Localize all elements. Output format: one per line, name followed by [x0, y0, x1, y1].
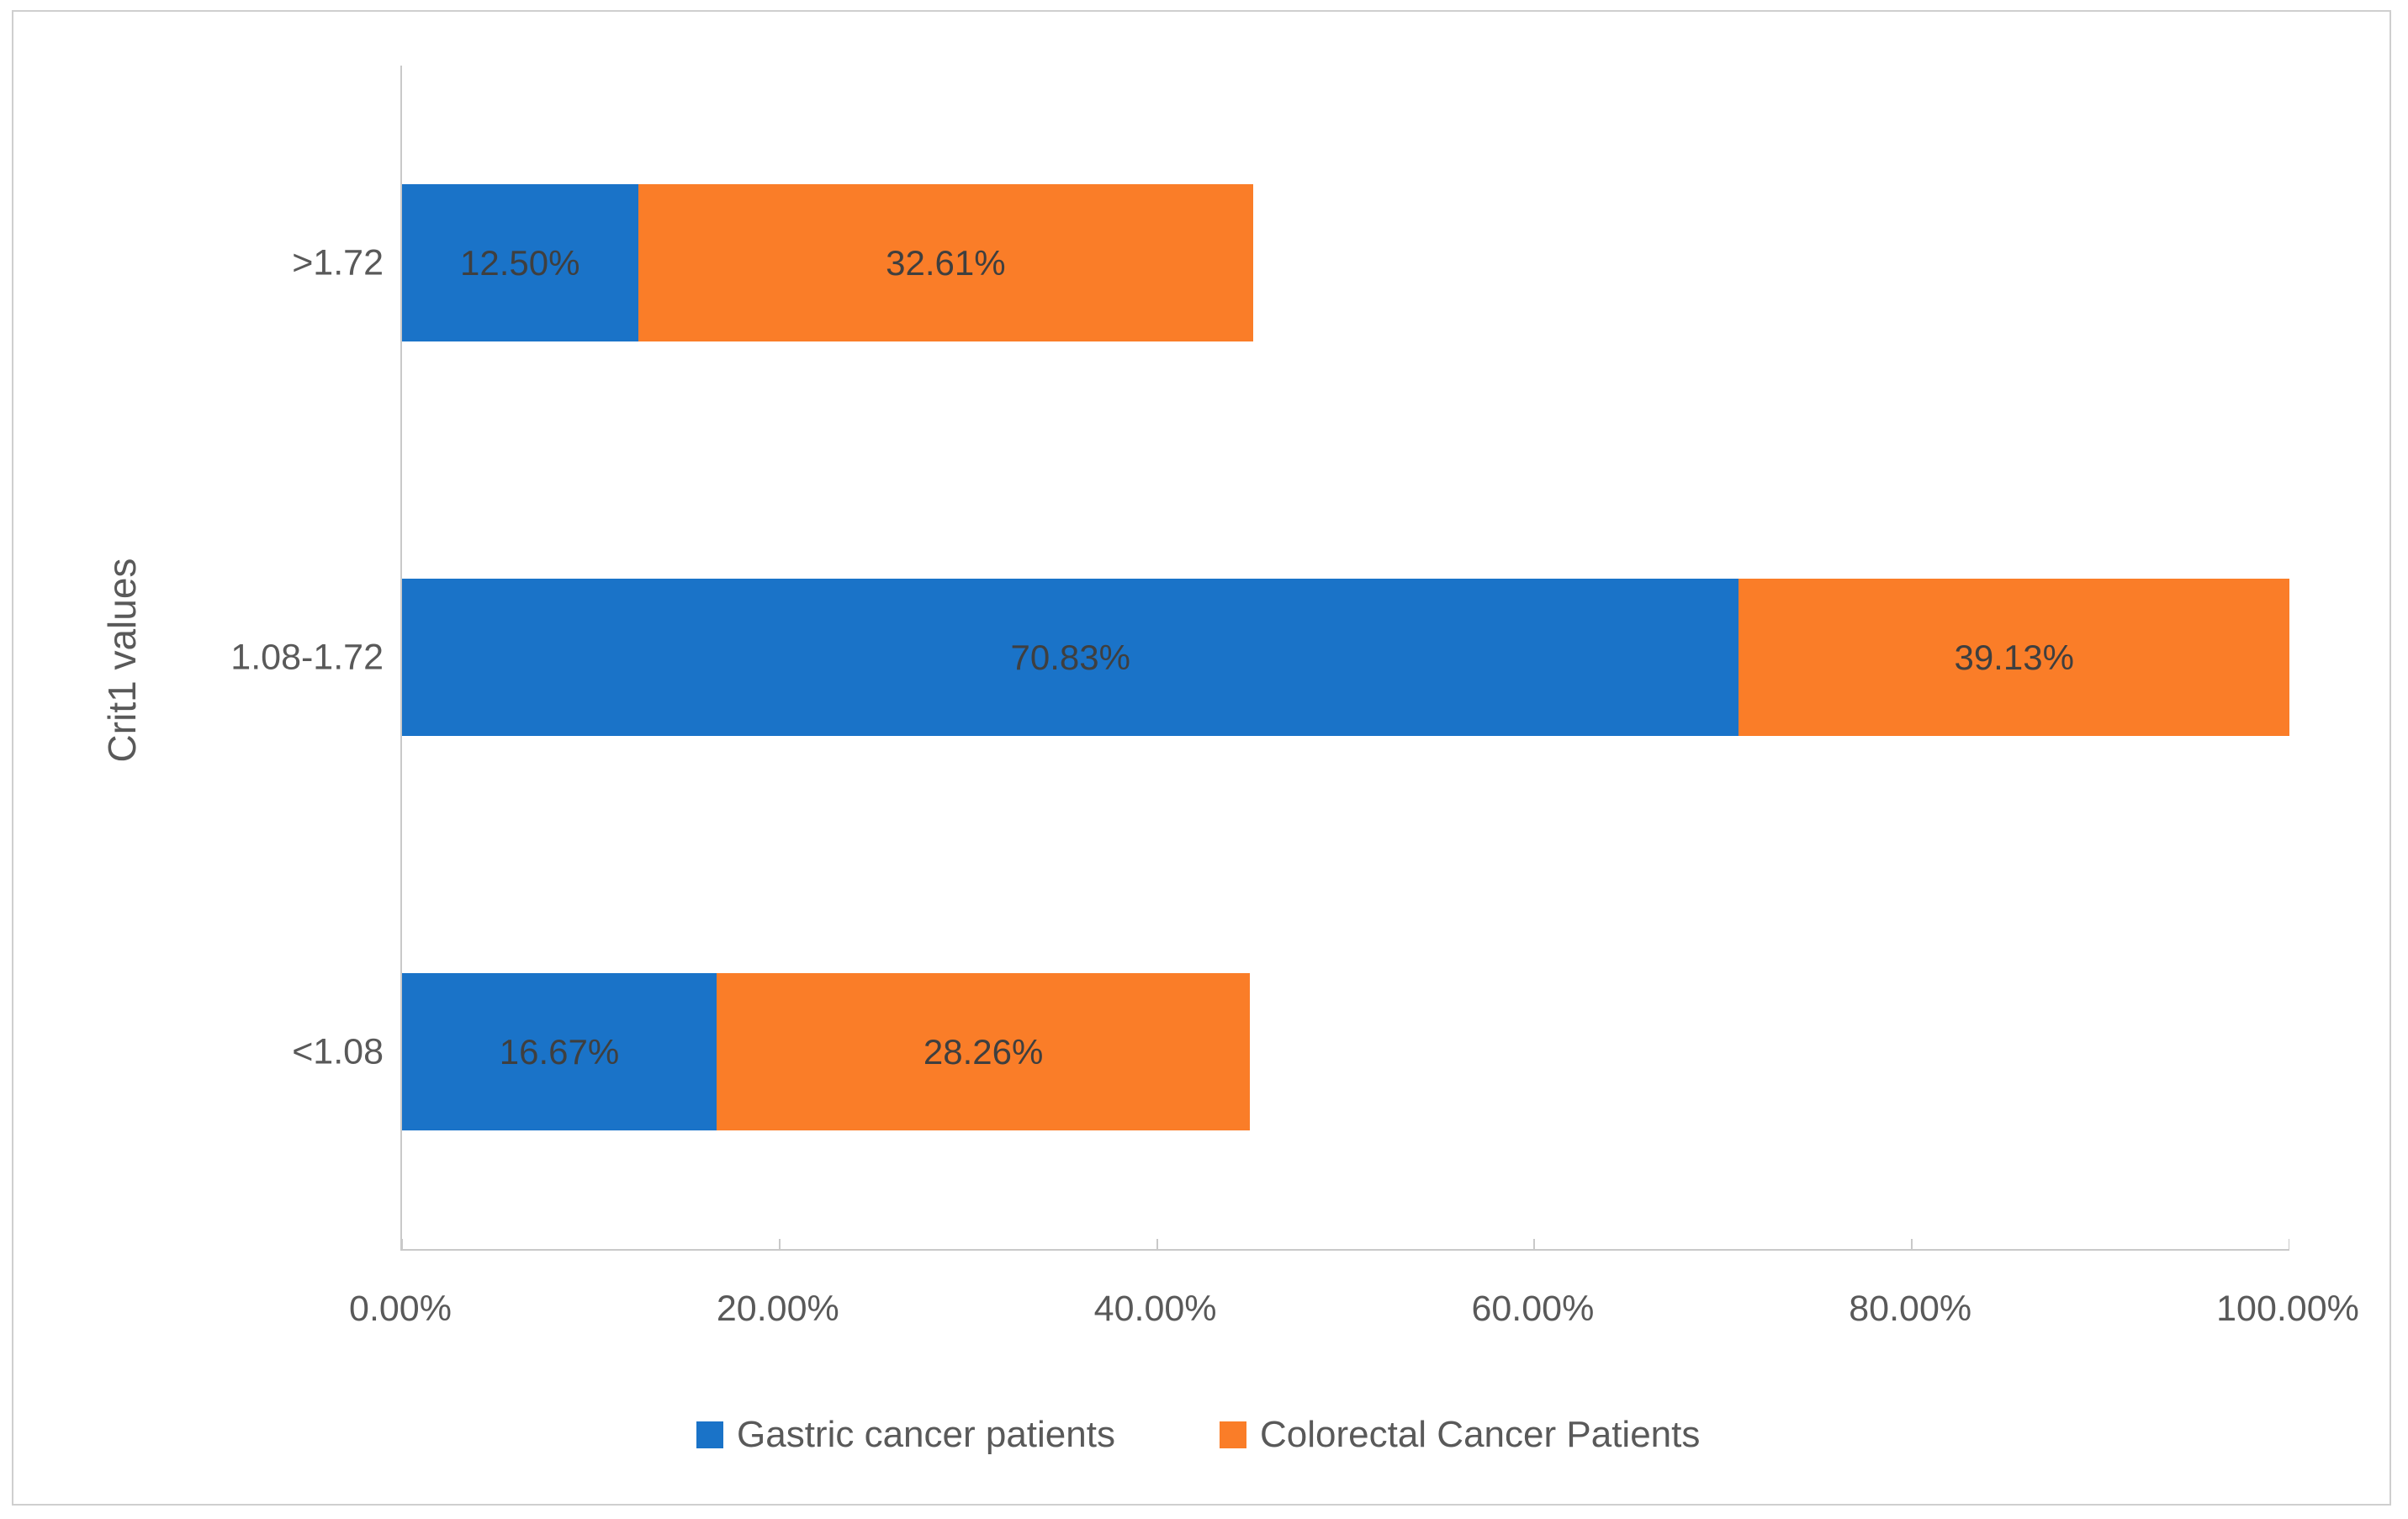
axis-tick	[1156, 1239, 1158, 1249]
data-label: 16.67%	[499, 1031, 620, 1072]
bar-segment: 32.61%	[638, 184, 1254, 341]
x-tick-label: 20.00%	[716, 1289, 839, 1329]
legend-label: Gastric cancer patients	[737, 1414, 1115, 1455]
data-label: 32.61%	[886, 242, 1006, 283]
category-label: >1.72	[292, 242, 384, 283]
category-label: <1.08	[292, 1031, 384, 1072]
bar-row: 12.50% 32.61%	[402, 184, 2289, 341]
bar-segment: 12.50%	[402, 184, 638, 341]
bar-row: 16.67% 28.26%	[402, 973, 2289, 1130]
x-tick-label: 80.00%	[1849, 1289, 1972, 1329]
axis-tick	[778, 1239, 781, 1249]
bar-segment: 28.26%	[717, 973, 1251, 1130]
axis-tick	[1533, 1239, 1536, 1249]
legend-label: Colorectal Cancer Patients	[1260, 1414, 1701, 1455]
bar-row: 70.83% 39.13%	[402, 579, 2289, 736]
axis-tick	[1911, 1239, 1913, 1249]
legend-item: Gastric cancer patients	[696, 1414, 1115, 1455]
plot-area: 12.50% 32.61% 70.83% 39.13% 16.67% 28.26%	[400, 66, 2289, 1251]
legend-swatch	[1220, 1421, 1246, 1448]
data-label: 70.83%	[1010, 637, 1130, 677]
x-tick-label: 0.00%	[349, 1289, 452, 1329]
legend-swatch	[696, 1421, 723, 1448]
x-tick-label: 60.00%	[1471, 1289, 1595, 1329]
x-tick-label: 40.00%	[1093, 1289, 1217, 1329]
data-label: 12.50%	[460, 242, 580, 283]
data-label: 39.13%	[1954, 637, 2074, 677]
x-tick-label: 100.00%	[2216, 1289, 2359, 1329]
legend-item: Colorectal Cancer Patients	[1220, 1414, 1701, 1455]
data-label: 28.26%	[923, 1031, 1044, 1072]
y-axis-title: Crit1 values	[100, 558, 144, 763]
bar-segment: 70.83%	[402, 579, 1739, 736]
bar-segment: 16.67%	[402, 973, 717, 1130]
bar-segment: 39.13%	[1739, 579, 2289, 736]
category-label: 1.08-1.72	[230, 637, 384, 677]
figure-border	[12, 10, 2391, 1506]
axis-tick	[402, 1239, 403, 1249]
